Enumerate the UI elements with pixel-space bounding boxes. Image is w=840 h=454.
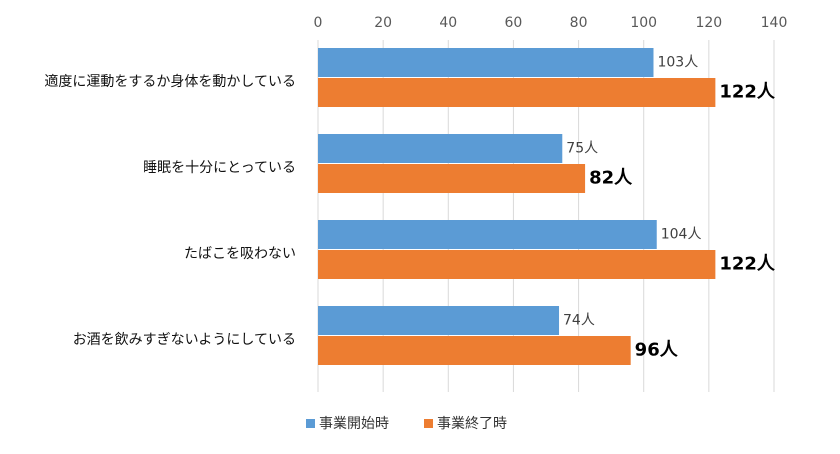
category-label: 適度に運動をするか身体を動かしている — [44, 73, 296, 90]
legend-swatch — [306, 419, 315, 428]
data-label: 122人 — [719, 82, 776, 103]
data-label: 74人 — [563, 313, 595, 329]
bar-start — [318, 48, 654, 77]
x-tick-labels: 0 20 40 60 80 100 120 140 — [314, 15, 788, 31]
category-labels: 適度に運動をするか身体を動かしている睡眠を十分にとっているたばこを吸わないお酒を… — [44, 73, 296, 348]
data-label: 104人 — [661, 227, 702, 243]
data-label: 82人 — [589, 168, 633, 189]
bar-end — [318, 78, 716, 107]
x-tick-label: 140 — [761, 15, 788, 31]
data-label: 75人 — [566, 141, 598, 157]
legend: 事業開始時 事業終了時 — [306, 416, 507, 432]
legend-label: 事業終了時 — [437, 416, 507, 432]
bars — [318, 48, 716, 365]
bar-end — [318, 336, 631, 365]
bar-start — [318, 220, 657, 249]
x-tick-label: 100 — [630, 15, 657, 31]
data-label: 96人 — [635, 340, 679, 361]
data-labels: 103人 122人 75人 82人 104人 122人 74人 96人 — [563, 55, 776, 361]
x-tick-label: 60 — [505, 15, 523, 31]
bar-end — [318, 250, 716, 279]
bar-start — [318, 306, 560, 335]
data-label: 103人 — [657, 55, 698, 71]
category-label: 睡眠を十分にとっている — [143, 160, 296, 176]
data-label: 122人 — [719, 254, 776, 275]
x-tick-label: 120 — [695, 15, 722, 31]
category-label: お酒を飲みすぎないようにしている — [73, 332, 296, 348]
x-tick-label: 20 — [374, 15, 392, 31]
x-tick-label: 40 — [439, 15, 457, 31]
bar-end — [318, 164, 586, 193]
x-tick-label: 80 — [570, 15, 588, 31]
legend-swatch — [424, 419, 433, 428]
x-tick-label: 0 — [314, 15, 323, 31]
legend-label: 事業開始時 — [319, 416, 389, 432]
category-label: たばこを吸わない — [184, 246, 296, 262]
bar-start — [318, 134, 563, 163]
